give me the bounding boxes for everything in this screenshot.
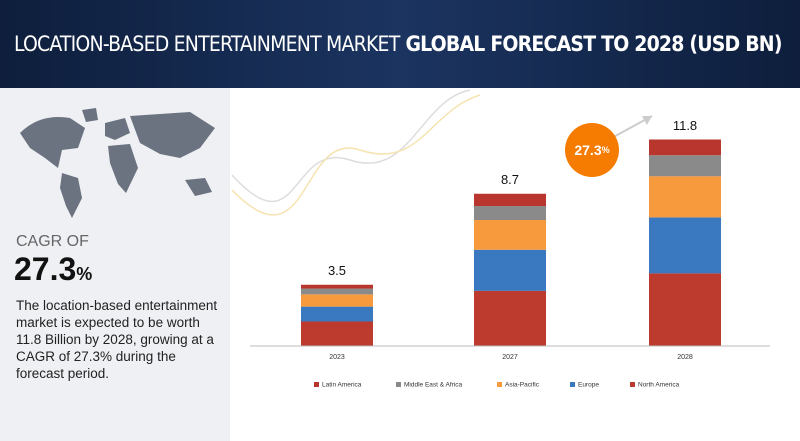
- x-tick-label: 2028: [677, 354, 693, 361]
- cagr-number: 27.3: [14, 251, 77, 287]
- bar-segment: [474, 290, 546, 346]
- bar-segment: [649, 139, 721, 156]
- badge-unit: %: [602, 145, 610, 155]
- legend-label: Asia-Pacific: [505, 382, 540, 389]
- bar-segment: [301, 321, 373, 346]
- bar-segment: [301, 284, 373, 289]
- bar-segment: [301, 288, 373, 295]
- legend-swatch: [497, 382, 502, 387]
- cagr-value: 27.3%: [14, 251, 92, 288]
- legend-swatch: [630, 382, 635, 387]
- title: LOCATION-BASED ENTERTAINMENT MARKET: [14, 32, 400, 56]
- decor-curve: [231, 89, 471, 203]
- legend-swatch: [570, 382, 575, 387]
- bar-segment: [474, 249, 546, 291]
- cagr-badge: [565, 123, 619, 177]
- arrow-head: [642, 116, 652, 125]
- bar-segment: [649, 273, 721, 346]
- legend-label: Europe: [578, 382, 599, 389]
- legend-swatch: [314, 382, 319, 387]
- cagr-label: CAGR OF: [16, 233, 89, 250]
- decor-curve: [231, 94, 481, 216]
- bar-segment: [474, 206, 546, 220]
- bar-segment: [301, 294, 373, 307]
- legend-label: Middle East & Africa: [404, 382, 463, 389]
- cagr-badge-label: 27.3%: [574, 142, 609, 158]
- description: The location-based entertainment market …: [16, 298, 218, 381]
- bar-segment: [649, 217, 721, 274]
- legend-label: North America: [638, 382, 680, 389]
- legend-swatch: [396, 382, 401, 387]
- world-map: [20, 108, 215, 218]
- total-label: 3.5: [328, 263, 346, 278]
- total-label: 8.7: [501, 172, 519, 187]
- sidebar: CAGR OF 27.3% The location-based enterta…: [0, 88, 230, 441]
- cagr-unit: %: [76, 264, 93, 284]
- bar-segment: [474, 193, 546, 206]
- legend-label: Latin America: [322, 382, 362, 389]
- bar-segment: [649, 176, 721, 218]
- arrow-line: [607, 115, 653, 141]
- x-tick-label: 2023: [329, 354, 345, 361]
- x-tick-label: 2027: [502, 354, 518, 361]
- total-label: 11.8: [673, 118, 697, 133]
- bar-segment: [649, 155, 721, 177]
- bar-segment: [474, 220, 546, 250]
- bar-segment: [301, 306, 373, 322]
- header: LOCATION-BASED ENTERTAINMENT MARKET GLOB…: [0, 0, 800, 88]
- subtitle: GLOBAL FORECAST TO 2028 (USD BN): [405, 32, 782, 56]
- badge-number: 27.3: [574, 142, 601, 158]
